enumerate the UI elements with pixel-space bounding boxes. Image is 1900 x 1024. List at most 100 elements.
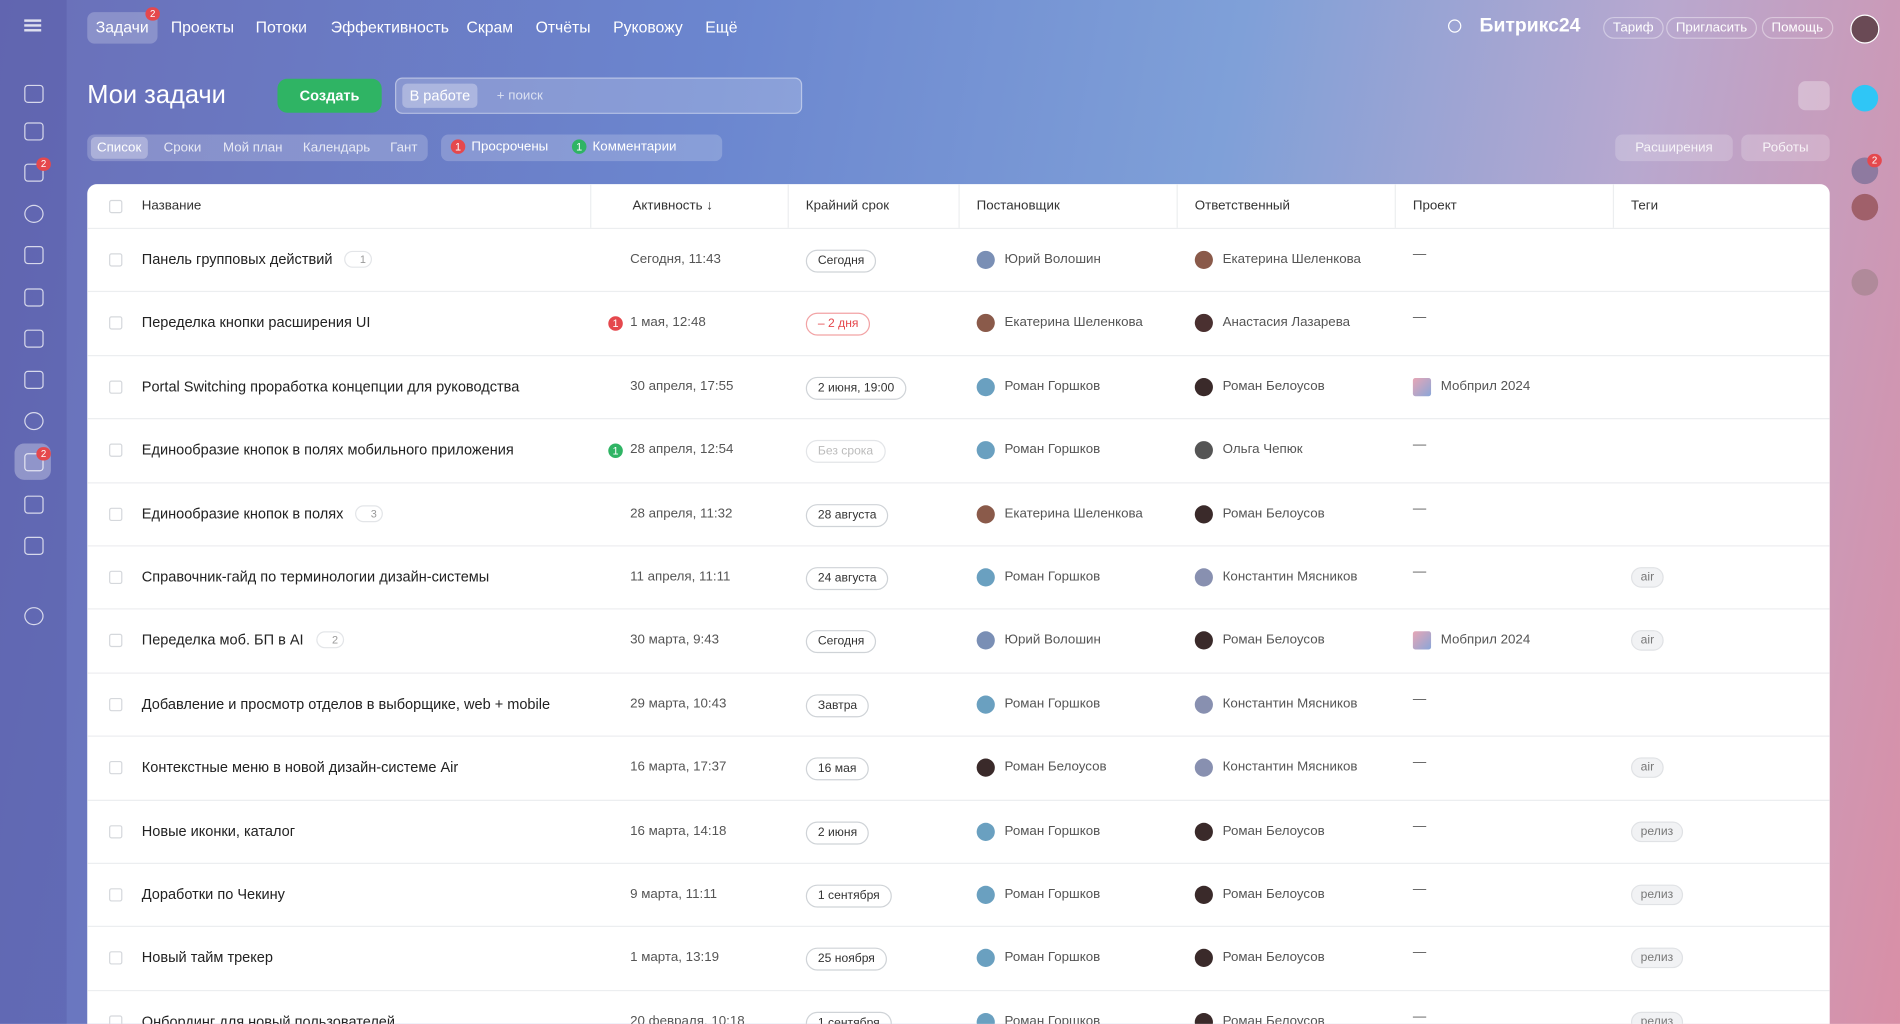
toolbar-button[interactable]: Роботы xyxy=(1741,134,1830,162)
deadline[interactable]: 28 августа xyxy=(805,503,889,527)
search-icon[interactable] xyxy=(1448,19,1462,33)
row-checkbox[interactable] xyxy=(109,761,123,775)
responsible[interactable]: Роман Белоусов xyxy=(1222,632,1325,648)
deadline[interactable]: Сегодня xyxy=(805,630,877,654)
task-name[interactable]: Единообразие кнопок в полях xyxy=(141,504,344,522)
tag[interactable]: релиз xyxy=(1630,1011,1683,1024)
row-checkbox[interactable] xyxy=(109,1015,123,1024)
row-checkbox[interactable] xyxy=(109,634,123,648)
task-name[interactable]: Панель групповых действий xyxy=(141,250,333,268)
row-checkbox[interactable] xyxy=(109,570,123,585)
column-header[interactable]: Активность ↓ xyxy=(632,198,713,214)
deadline[interactable]: 1 сентября xyxy=(805,1011,892,1024)
sidebar-icon[interactable] xyxy=(24,536,44,555)
notifications[interactable] xyxy=(1851,84,1879,112)
creator[interactable]: Роман Горшков xyxy=(1004,950,1101,966)
sidebar-icon[interactable] xyxy=(24,163,44,182)
view-tab[interactable]: Сроки xyxy=(163,140,202,156)
nav-item[interactable]: Скрам xyxy=(466,18,514,37)
creator[interactable]: Роман Горшков xyxy=(1004,379,1101,394)
creator[interactable]: Роман Белоусов xyxy=(1004,759,1107,775)
sidebar-icon[interactable] xyxy=(24,329,44,348)
user-avatar[interactable] xyxy=(1850,14,1880,44)
nav-item[interactable]: Эффективность xyxy=(330,18,450,37)
sidebar-icon[interactable] xyxy=(24,453,44,472)
row-checkbox[interactable] xyxy=(109,824,123,839)
deadline[interactable]: Без срока xyxy=(805,440,886,464)
responsible[interactable]: Роман Белоусов xyxy=(1222,506,1325,521)
tag[interactable]: релиз xyxy=(1630,821,1683,842)
deadline[interactable]: 2 июня xyxy=(805,821,870,845)
column-header[interactable]: Теги xyxy=(1630,198,1659,214)
responsible[interactable]: Роман Белоусов xyxy=(1222,950,1325,966)
nav-item[interactable]: Проекты xyxy=(170,18,235,37)
tag[interactable]: air xyxy=(1630,630,1664,652)
row-checkbox[interactable] xyxy=(109,316,123,331)
top-button[interactable]: Тариф xyxy=(1603,16,1664,39)
chat-avatar[interactable] xyxy=(1851,269,1879,296)
task-name[interactable]: Добавление и просмотр отделов в выборщик… xyxy=(141,695,551,713)
view-tab[interactable]: Список xyxy=(90,136,148,159)
creator[interactable]: Роман Горшков xyxy=(1004,442,1101,458)
deadline[interactable]: 24 августа xyxy=(805,567,889,591)
task-row[interactable]: Панель групповых действий 1 Сегодня, 11:43… xyxy=(87,227,1830,292)
deadline[interactable]: – 2 дня xyxy=(805,313,871,337)
top-button[interactable]: Помощь xyxy=(1761,16,1833,39)
tag[interactable]: air xyxy=(1630,567,1664,588)
sidebar-icon[interactable] xyxy=(24,495,44,514)
nav-item[interactable]: Руковожу xyxy=(613,18,683,37)
view-tab[interactable]: Календарь xyxy=(302,140,371,156)
task-row[interactable]: Контекстные меню в новой дизайн-системе … xyxy=(87,735,1830,800)
column-header[interactable]: Ответственный xyxy=(1194,198,1290,214)
responsible[interactable]: Константин Мясников xyxy=(1222,759,1358,775)
more-button[interactable] xyxy=(1798,81,1830,111)
project[interactable]: Мобприл 2024 xyxy=(1440,632,1531,648)
creator[interactable]: Роман Горшков xyxy=(1004,823,1101,839)
header-checkbox[interactable] xyxy=(109,199,123,214)
task-name[interactable]: Единообразие кнопок в полях мобильного п… xyxy=(141,441,514,459)
counter[interactable]: 1 Просрочены xyxy=(450,139,548,154)
creator[interactable]: Роман Горшков xyxy=(1004,569,1101,585)
project[interactable]: Мобприл 2024 xyxy=(1440,379,1531,394)
task-row[interactable]: Новые иконки, каталог 16 марта, 14:18 2 ию… xyxy=(87,799,1830,863)
task-row[interactable]: Переделка моб. БП в AI 2 30 марта, 9:43 Сег… xyxy=(87,608,1830,673)
deadline[interactable]: Завтра xyxy=(805,694,870,718)
responsible[interactable]: Роман Белоусов xyxy=(1222,823,1325,839)
responsible[interactable]: Ольга Чепюк xyxy=(1222,442,1303,458)
task-name[interactable]: Переделка кнопки расширения UI xyxy=(141,314,371,332)
tag[interactable]: релиз xyxy=(1630,948,1683,969)
task-row[interactable]: Единообразие кнопок в полях 3 28 апреля, 1… xyxy=(87,481,1830,546)
tag[interactable]: air xyxy=(1630,757,1664,779)
top-button[interactable]: Пригласить xyxy=(1666,16,1757,39)
deadline[interactable]: Сегодня xyxy=(805,249,877,273)
responsible[interactable]: Константин Мясников xyxy=(1222,696,1358,712)
create-label[interactable]: Создать xyxy=(299,87,360,105)
deadline[interactable]: 16 мая xyxy=(805,757,869,781)
task-name[interactable]: Переделка моб. БП в AI xyxy=(141,631,304,649)
column-header[interactable]: Проект xyxy=(1412,198,1457,214)
menu-icon[interactable] xyxy=(24,19,42,22)
task-name[interactable]: Новые иконки, каталог xyxy=(141,822,296,840)
sidebar-icon[interactable] xyxy=(24,288,44,307)
task-name[interactable]: Доработки по Чекину xyxy=(141,885,285,903)
creator[interactable]: Екатерина Шеленкова xyxy=(1004,506,1143,521)
search-placeholder[interactable]: + поиск xyxy=(496,88,543,103)
task-row[interactable]: Онбординг для новый пользователей 20 февр… xyxy=(87,989,1830,1024)
sidebar-icon[interactable] xyxy=(24,204,44,223)
task-row[interactable]: Переделка кнопки расширения UI 1 1 мая, 12… xyxy=(87,291,1830,355)
responsible[interactable]: Екатерина Шеленкова xyxy=(1222,252,1361,267)
chat-avatar[interactable] xyxy=(1851,193,1879,221)
responsible[interactable]: Константин Мясников xyxy=(1222,569,1358,585)
task-name[interactable]: Справочник-гайд по терминологии дизайн-с… xyxy=(141,568,490,586)
nav-item[interactable]: Потоки xyxy=(255,18,307,37)
row-checkbox[interactable] xyxy=(109,380,123,394)
task-row[interactable]: Справочник-гайд по терминологии дизайн-с… xyxy=(87,545,1830,609)
responsible[interactable]: Анастасия Лазарева xyxy=(1222,315,1351,331)
view-tab[interactable]: Мой план xyxy=(222,140,283,156)
search-box[interactable] xyxy=(395,77,803,114)
create-button[interactable]: Создать xyxy=(277,78,382,113)
task-name[interactable]: Новый тайм трекер xyxy=(141,949,273,967)
toolbar-button-label[interactable]: Расширения xyxy=(1635,140,1713,156)
sidebar-icon[interactable] xyxy=(24,607,44,626)
creator[interactable]: Роман Горшков xyxy=(1004,696,1101,712)
